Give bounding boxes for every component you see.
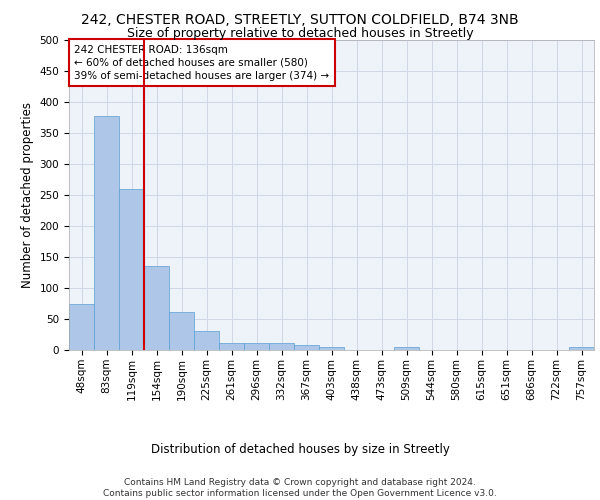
Bar	[119, 190, 144, 350]
Text: Distribution of detached houses by size in Streetly: Distribution of detached houses by size …	[151, 442, 449, 456]
Text: Contains HM Land Registry data © Crown copyright and database right 2024.
Contai: Contains HM Land Registry data © Crown c…	[103, 478, 497, 498]
Bar	[69, 304, 94, 350]
Bar	[94, 116, 119, 350]
Y-axis label: Number of detached properties: Number of detached properties	[21, 102, 34, 288]
Bar	[194, 332, 219, 350]
Bar	[269, 343, 294, 350]
Bar	[569, 347, 594, 350]
Bar	[144, 266, 169, 350]
Bar	[169, 312, 194, 350]
Text: 242, CHESTER ROAD, STREETLY, SUTTON COLDFIELD, B74 3NB: 242, CHESTER ROAD, STREETLY, SUTTON COLD…	[81, 12, 519, 26]
Text: Size of property relative to detached houses in Streetly: Size of property relative to detached ho…	[127, 28, 473, 40]
Bar	[394, 347, 419, 350]
Text: 242 CHESTER ROAD: 136sqm
← 60% of detached houses are smaller (580)
39% of semi-: 242 CHESTER ROAD: 136sqm ← 60% of detach…	[74, 44, 329, 81]
Bar	[294, 345, 319, 350]
Bar	[319, 347, 344, 350]
Bar	[219, 343, 244, 350]
Bar	[244, 343, 269, 350]
